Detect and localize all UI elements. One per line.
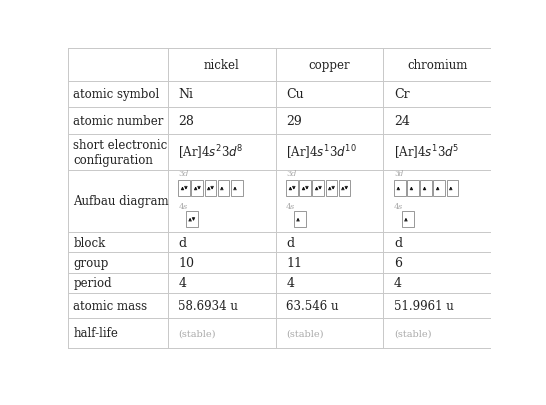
Bar xyxy=(434,181,446,197)
Bar xyxy=(231,181,242,197)
Text: 51.9961 u: 51.9961 u xyxy=(394,299,454,312)
Text: 24: 24 xyxy=(394,115,410,128)
Text: [Ar]4$s^1$3$d^{10}$: [Ar]4$s^1$3$d^{10}$ xyxy=(286,143,357,162)
Text: [Ar]4$s^2$3$d^8$: [Ar]4$s^2$3$d^8$ xyxy=(178,143,244,162)
Text: copper: copper xyxy=(308,58,351,71)
Bar xyxy=(447,181,459,197)
Bar xyxy=(286,181,298,197)
Bar xyxy=(294,212,306,228)
Text: block: block xyxy=(73,236,105,249)
Bar xyxy=(339,181,351,197)
Text: d: d xyxy=(290,170,296,178)
Text: (stable): (stable) xyxy=(286,329,324,338)
Bar xyxy=(178,181,190,197)
Text: s: s xyxy=(399,202,402,210)
Text: Cu: Cu xyxy=(286,88,304,101)
Text: 4: 4 xyxy=(394,277,402,290)
Text: d: d xyxy=(399,170,403,178)
Text: d: d xyxy=(394,236,402,249)
Text: 3: 3 xyxy=(394,170,400,178)
Text: s: s xyxy=(182,202,187,210)
Text: [Ar]4$s^1$3$d^5$: [Ar]4$s^1$3$d^5$ xyxy=(394,143,460,162)
Text: 28: 28 xyxy=(178,115,194,128)
Text: d: d xyxy=(182,170,188,178)
Text: d: d xyxy=(286,236,294,249)
Text: period: period xyxy=(73,277,112,290)
Text: 3: 3 xyxy=(286,170,292,178)
Bar xyxy=(186,212,198,228)
Text: 4: 4 xyxy=(394,202,400,210)
Text: chromium: chromium xyxy=(407,58,467,71)
Text: atomic symbol: atomic symbol xyxy=(73,88,159,101)
Text: Cr: Cr xyxy=(394,88,410,101)
Bar xyxy=(192,181,203,197)
Text: 11: 11 xyxy=(286,256,302,269)
Text: d: d xyxy=(178,236,186,249)
Text: 4: 4 xyxy=(286,202,292,210)
Text: short electronic
configuration: short electronic configuration xyxy=(73,139,168,166)
Text: 63.546 u: 63.546 u xyxy=(286,299,339,312)
Bar xyxy=(407,181,419,197)
Text: group: group xyxy=(73,256,109,269)
Text: s: s xyxy=(290,202,295,210)
Text: 58.6934 u: 58.6934 u xyxy=(178,299,238,312)
Bar xyxy=(420,181,432,197)
Bar xyxy=(312,181,324,197)
Text: Ni: Ni xyxy=(178,88,193,101)
Bar xyxy=(299,181,311,197)
Text: (stable): (stable) xyxy=(178,329,216,338)
Text: 4: 4 xyxy=(178,202,184,210)
Text: (stable): (stable) xyxy=(394,329,431,338)
Text: half-life: half-life xyxy=(73,327,118,340)
Text: 6: 6 xyxy=(394,256,402,269)
Text: atomic number: atomic number xyxy=(73,115,164,128)
Text: 10: 10 xyxy=(178,256,194,269)
Bar xyxy=(325,181,337,197)
Text: atomic mass: atomic mass xyxy=(73,299,147,312)
Text: 4: 4 xyxy=(178,277,186,290)
Bar xyxy=(205,181,216,197)
Bar xyxy=(218,181,229,197)
Text: 4: 4 xyxy=(286,277,294,290)
Text: 3: 3 xyxy=(178,170,183,178)
Bar xyxy=(402,212,413,228)
Text: nickel: nickel xyxy=(204,58,240,71)
Bar xyxy=(394,181,406,197)
Text: 29: 29 xyxy=(286,115,302,128)
Text: Aufbau diagram: Aufbau diagram xyxy=(73,195,169,208)
